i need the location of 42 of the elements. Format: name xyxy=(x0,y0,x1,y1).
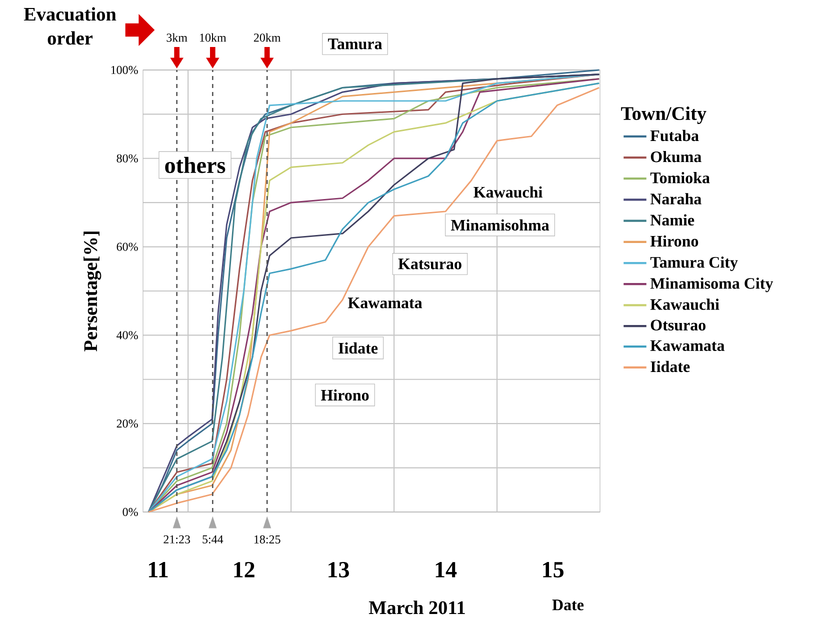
x-tick-label: 11 xyxy=(148,562,168,578)
annotation: Kawauchi xyxy=(474,186,542,198)
annotation: 21:23 xyxy=(164,535,190,544)
text: Tamura xyxy=(328,38,382,50)
y-tick-label: 80% xyxy=(116,154,138,162)
annotation: Minamisohma xyxy=(450,219,550,231)
legend-label: Minamisoma City xyxy=(650,278,774,292)
legend-label: Futaba xyxy=(650,130,699,142)
text: Date xyxy=(552,600,584,610)
legend-label: Kawauchi xyxy=(650,298,720,310)
annotation: 5:44 xyxy=(202,535,224,544)
legend-label: Namie xyxy=(650,214,694,226)
legend-title: Town/City xyxy=(621,106,706,124)
legend-label: Tomioka xyxy=(650,172,710,184)
legend-label: Iidate xyxy=(650,360,690,372)
annotation: Katsurao xyxy=(398,258,462,270)
legend-label: Okuma xyxy=(650,150,702,162)
x-axis-title: March 2011 xyxy=(368,600,465,614)
legend-label: Kawamata xyxy=(650,340,725,351)
legend-label: Hirono xyxy=(650,235,698,247)
annotation: Hirono xyxy=(320,389,369,401)
annotation: Kawamata xyxy=(348,298,422,308)
y-tick-label: 100% xyxy=(111,66,138,74)
legend-label: Tamura City xyxy=(650,256,738,272)
legend-label: Otsurao xyxy=(650,320,706,331)
annotation: others xyxy=(165,156,226,174)
y-tick-label: 60% xyxy=(116,242,138,251)
ref-line-label: 3km xyxy=(166,33,188,42)
ref-line-label: 20km xyxy=(254,33,281,42)
y-tick-label: 40% xyxy=(116,331,138,340)
x-tick-label: 14 xyxy=(436,562,457,578)
x-tick-label: 15 xyxy=(543,562,564,578)
x-tick-label: 12 xyxy=(234,562,254,578)
annotation: Iidate xyxy=(338,342,378,354)
text: Evacuation order xyxy=(24,7,116,45)
legend-label: Naraha xyxy=(650,193,702,204)
y-tick-label: 0% xyxy=(122,508,138,516)
annotation: 18:25 xyxy=(254,535,280,544)
x-tick-label: 13 xyxy=(328,562,349,578)
y-axis-title: Persentage[%] xyxy=(84,232,102,352)
ref-line-label: 10km xyxy=(200,33,226,42)
y-tick-label: 20% xyxy=(116,420,138,428)
